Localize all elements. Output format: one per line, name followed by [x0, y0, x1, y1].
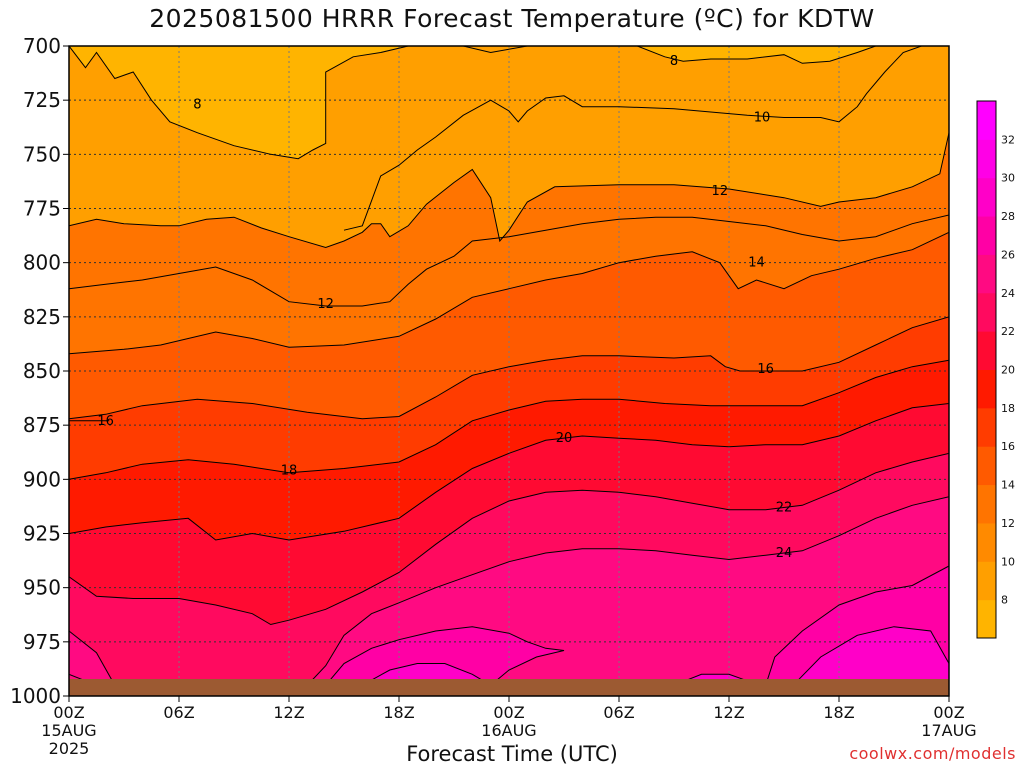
contour-label-8: 8: [670, 54, 678, 69]
contour-24-12: [69, 496, 949, 686]
contour-8-1: [637, 46, 876, 64]
contour-label-18: 18: [281, 464, 298, 479]
y-tick-label: 900: [23, 467, 61, 491]
colorbar-label: 32: [1001, 133, 1015, 146]
x-tick-label: 00Z: [493, 703, 524, 722]
contour-10-2: [408, 46, 894, 54]
x-tick-label: 15AUG: [41, 721, 96, 740]
colorbar-label: 20: [1001, 364, 1015, 377]
x-tick-label: 06Z: [163, 703, 194, 722]
colorbar-swatch: [977, 522, 996, 562]
contour-label-8: 8: [193, 98, 201, 113]
contour-26-14: [765, 565, 949, 686]
chart-title: 2025081500 HRRR Forecast Temperature (ºC…: [149, 4, 875, 33]
colorbar-swatch: [977, 101, 996, 140]
contour-label-24: 24: [776, 546, 793, 561]
colorbar-swatch: [977, 216, 996, 255]
x-tick-label: 17AUG: [921, 721, 976, 740]
colorbar-label: 18: [1001, 402, 1015, 415]
colorbar-label: 14: [1001, 479, 1015, 492]
x-tick-label: 06Z: [603, 703, 634, 722]
x-tick-label: 12Z: [273, 703, 304, 722]
colorbar-label: 24: [1001, 287, 1015, 300]
contour-16-7: [69, 316, 949, 420]
cold-pocket-0: [69, 46, 409, 159]
contour-12-4: [69, 132, 949, 249]
colorbar-swatch: [977, 369, 996, 409]
colorbar-swatch: [977, 484, 996, 524]
colorbar-swatch: [977, 254, 996, 294]
x-axis-label: Forecast Time (UTC): [406, 742, 618, 766]
colorbar-label: 12: [1001, 517, 1015, 530]
contour-26-13: [325, 626, 565, 686]
y-tick-label: 800: [23, 251, 61, 275]
warm-pocket-0: [325, 626, 564, 686]
y-tick-label: 850: [23, 359, 61, 383]
colorbar-frame: [976, 100, 997, 639]
colorbar-swatch: [977, 446, 996, 486]
colorbar-label: 30: [1001, 172, 1015, 185]
colorbar-swatch: [977, 331, 996, 370]
colorbar-label: 26: [1001, 248, 1015, 261]
contour-28-17: [792, 626, 949, 686]
x-tick-label: 00Z: [53, 703, 84, 722]
contour-8-0: [69, 46, 409, 160]
contour-18-9: [69, 359, 949, 480]
contour-label-14: 14: [748, 256, 765, 271]
y-tick-label: 1000: [10, 684, 61, 708]
y-tick-label: 700: [23, 34, 61, 58]
colorbar-label: 8: [1001, 594, 1008, 607]
x-tick-label: 18Z: [823, 703, 854, 722]
x-tick-label: 00Z: [933, 703, 964, 722]
colorbar-label: 28: [1001, 210, 1015, 223]
contour-label-12: 12: [317, 297, 334, 312]
y-tick-label: 875: [23, 413, 61, 437]
contour-labels: 8 8 10 12 12 14 16 16 18 20 22 24: [97, 54, 792, 561]
colorbar-label: 22: [1001, 325, 1015, 338]
y-tick-label: 950: [23, 576, 61, 600]
contour-14-6: [69, 231, 949, 355]
contour-10-3: [343, 46, 949, 231]
warm-pocket-4: [793, 626, 949, 696]
contour-12-5: [69, 214, 949, 307]
y-tick-label: 725: [23, 88, 61, 112]
colorbar-swatch: [977, 561, 996, 601]
colorbar-swatch: [977, 139, 996, 179]
colorbar-label: 16: [1001, 440, 1015, 453]
colorbar-label: 10: [1001, 555, 1015, 568]
y-axis: 700 725 750 775 800 825 850 875 900 925 950 975 1000: [10, 34, 69, 708]
grid-lines: [69, 46, 949, 696]
colorbar-swatch: [977, 599, 996, 639]
y-tick-label: 750: [23, 142, 61, 166]
colorbar-swatch: [977, 177, 996, 217]
contour-label-16: 16: [97, 414, 114, 429]
contour-20-10: [69, 403, 949, 541]
contour-22-11: [69, 452, 949, 626]
y-tick-label: 975: [23, 630, 61, 654]
y-tick-label: 925: [23, 522, 61, 546]
contour-28-15: [362, 663, 491, 686]
contour-label-20: 20: [556, 431, 573, 446]
x-tick-label: 2025: [49, 739, 90, 758]
contour-label-12: 12: [712, 184, 729, 199]
source-credit: coolwx.com/models: [849, 744, 1016, 763]
x-tick-label: 18Z: [383, 703, 414, 722]
contour-lines: [69, 46, 949, 686]
colorbar-swatch: [977, 407, 996, 447]
colorbar-swatch: [977, 292, 996, 332]
x-tick-label: 12Z: [713, 703, 744, 722]
contour-label-22: 22: [776, 501, 793, 516]
contour-label-16: 16: [757, 362, 774, 377]
colorbar: 8 10 12 14 16 18 20 22 24 26 28 30 32: [976, 100, 1015, 639]
ground-surface: [69, 679, 949, 696]
y-tick-label: 775: [23, 197, 61, 221]
contour-label-10: 10: [754, 111, 771, 126]
x-tick-label: 16AUG: [481, 721, 536, 740]
cold-pocket-1: [637, 46, 876, 64]
y-tick-label: 825: [23, 305, 61, 329]
